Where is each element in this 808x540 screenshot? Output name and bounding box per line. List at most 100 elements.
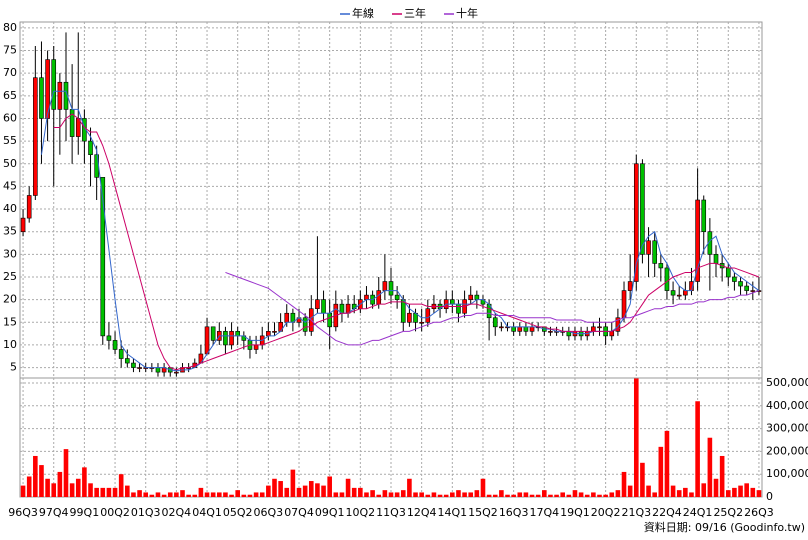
candle-body — [88, 140, 93, 156]
x-tick-label: 10Q2 — [346, 506, 376, 519]
volume-bar — [94, 487, 99, 497]
y2-tick-label: 300,000 — [766, 422, 808, 435]
volume-bar — [658, 446, 664, 497]
candle-body — [468, 294, 474, 300]
candle-body — [321, 299, 326, 314]
footer-note: 資料日期: 09/16 (Goodinfo.tw) — [644, 520, 805, 534]
candle-body — [51, 59, 57, 110]
candle-body — [253, 344, 259, 350]
volume-bar — [572, 490, 578, 497]
volume-bar — [732, 487, 737, 497]
x-tick-label: 16Q3 — [499, 506, 529, 519]
moving-average-line — [225, 271, 760, 346]
volume-bar — [462, 492, 467, 497]
x-tick-label: 05Q2 — [223, 506, 253, 519]
candle-body — [223, 331, 228, 346]
volume-bar — [719, 455, 725, 497]
y2-tick-label: 500,000 — [766, 376, 808, 389]
y2-tick-label: 100,000 — [766, 467, 808, 480]
x-tick-label: 12Q4 — [407, 506, 437, 519]
candle-body — [26, 195, 32, 219]
volume-bar — [51, 483, 57, 497]
candle-body — [174, 371, 179, 374]
x-tick-label: 01Q3 — [131, 506, 161, 519]
volume-bar — [597, 494, 602, 497]
candle-body — [20, 217, 26, 233]
y-tick-label: 60 — [3, 111, 17, 124]
y2-tick-label: 0 — [766, 490, 773, 503]
volume-bar — [26, 476, 32, 497]
volume-bar — [738, 485, 743, 497]
candle-body — [45, 59, 50, 119]
volume-bar — [603, 494, 608, 497]
y-tick-label: 25 — [3, 270, 17, 283]
candle-body — [364, 294, 369, 300]
candle-body — [39, 77, 44, 119]
volume-bar — [744, 483, 749, 497]
volume-bar — [259, 492, 265, 497]
volume-bar — [82, 467, 87, 497]
volume-bar — [302, 485, 308, 497]
y-tick-label: 15 — [3, 315, 17, 328]
y-tick-label: 10 — [3, 338, 17, 351]
volume-bar — [131, 492, 136, 497]
candle-body — [627, 281, 633, 291]
candle-body — [137, 367, 142, 369]
volume-bar — [137, 490, 142, 497]
volume-bar — [505, 494, 510, 497]
volume-bar — [45, 478, 50, 497]
volume-bar — [609, 492, 615, 497]
candle-body — [210, 326, 216, 341]
candle-body — [750, 290, 756, 292]
x-tick-label: 02Q4 — [162, 506, 192, 519]
x-tick-label: 11Q3 — [376, 506, 406, 519]
volume-bar — [235, 490, 240, 497]
candle-body — [609, 331, 615, 337]
y-tick-label: 20 — [3, 293, 17, 306]
candle-body — [492, 317, 498, 328]
volume-bar — [676, 490, 682, 497]
candle-body — [523, 326, 529, 332]
x-tick-label: 97Q4 — [39, 506, 69, 519]
candle-body — [229, 331, 234, 346]
x-tick-label: 24Q1 — [683, 506, 713, 519]
y-tick-label: 5 — [10, 361, 17, 374]
x-tick-label: 14Q1 — [437, 506, 467, 519]
volume-bar — [223, 492, 228, 497]
volume-bar — [198, 487, 204, 497]
y-tick-label: 65 — [3, 89, 17, 102]
volume-bar — [321, 485, 326, 497]
candle-body — [548, 331, 553, 333]
x-tick-label: 00Q2 — [100, 506, 130, 519]
volume-bar — [566, 494, 572, 497]
volume-bar — [210, 492, 216, 497]
volume-bar — [756, 490, 762, 497]
candle-body — [407, 312, 412, 323]
x-tick-label: 19Q1 — [560, 506, 590, 519]
volume-bar — [75, 478, 81, 497]
candle-body — [425, 308, 431, 323]
volume-bar — [652, 492, 657, 497]
volume-bar — [640, 462, 645, 497]
candle-body — [695, 199, 700, 282]
volume-bar — [591, 492, 596, 497]
candle-body — [106, 335, 112, 341]
volume-bar — [578, 492, 584, 497]
volume-bar — [112, 487, 118, 497]
y2-tick-label: 400,000 — [766, 399, 808, 412]
candle-body — [456, 303, 461, 314]
candle-body — [744, 285, 749, 291]
legend-label: 三年 — [404, 6, 426, 20]
x-tick-label: 22Q4 — [652, 506, 682, 519]
volume-bar — [664, 430, 670, 497]
volume-bar — [118, 474, 124, 497]
volume-bar — [400, 490, 406, 497]
volume-bar — [339, 492, 345, 497]
volume-bar — [229, 494, 234, 497]
volume-bar — [266, 485, 271, 497]
x-tick-label: 96Q3 — [8, 506, 38, 519]
candle-body — [400, 299, 406, 323]
candle-body — [394, 294, 400, 300]
volume-bar — [560, 492, 566, 497]
